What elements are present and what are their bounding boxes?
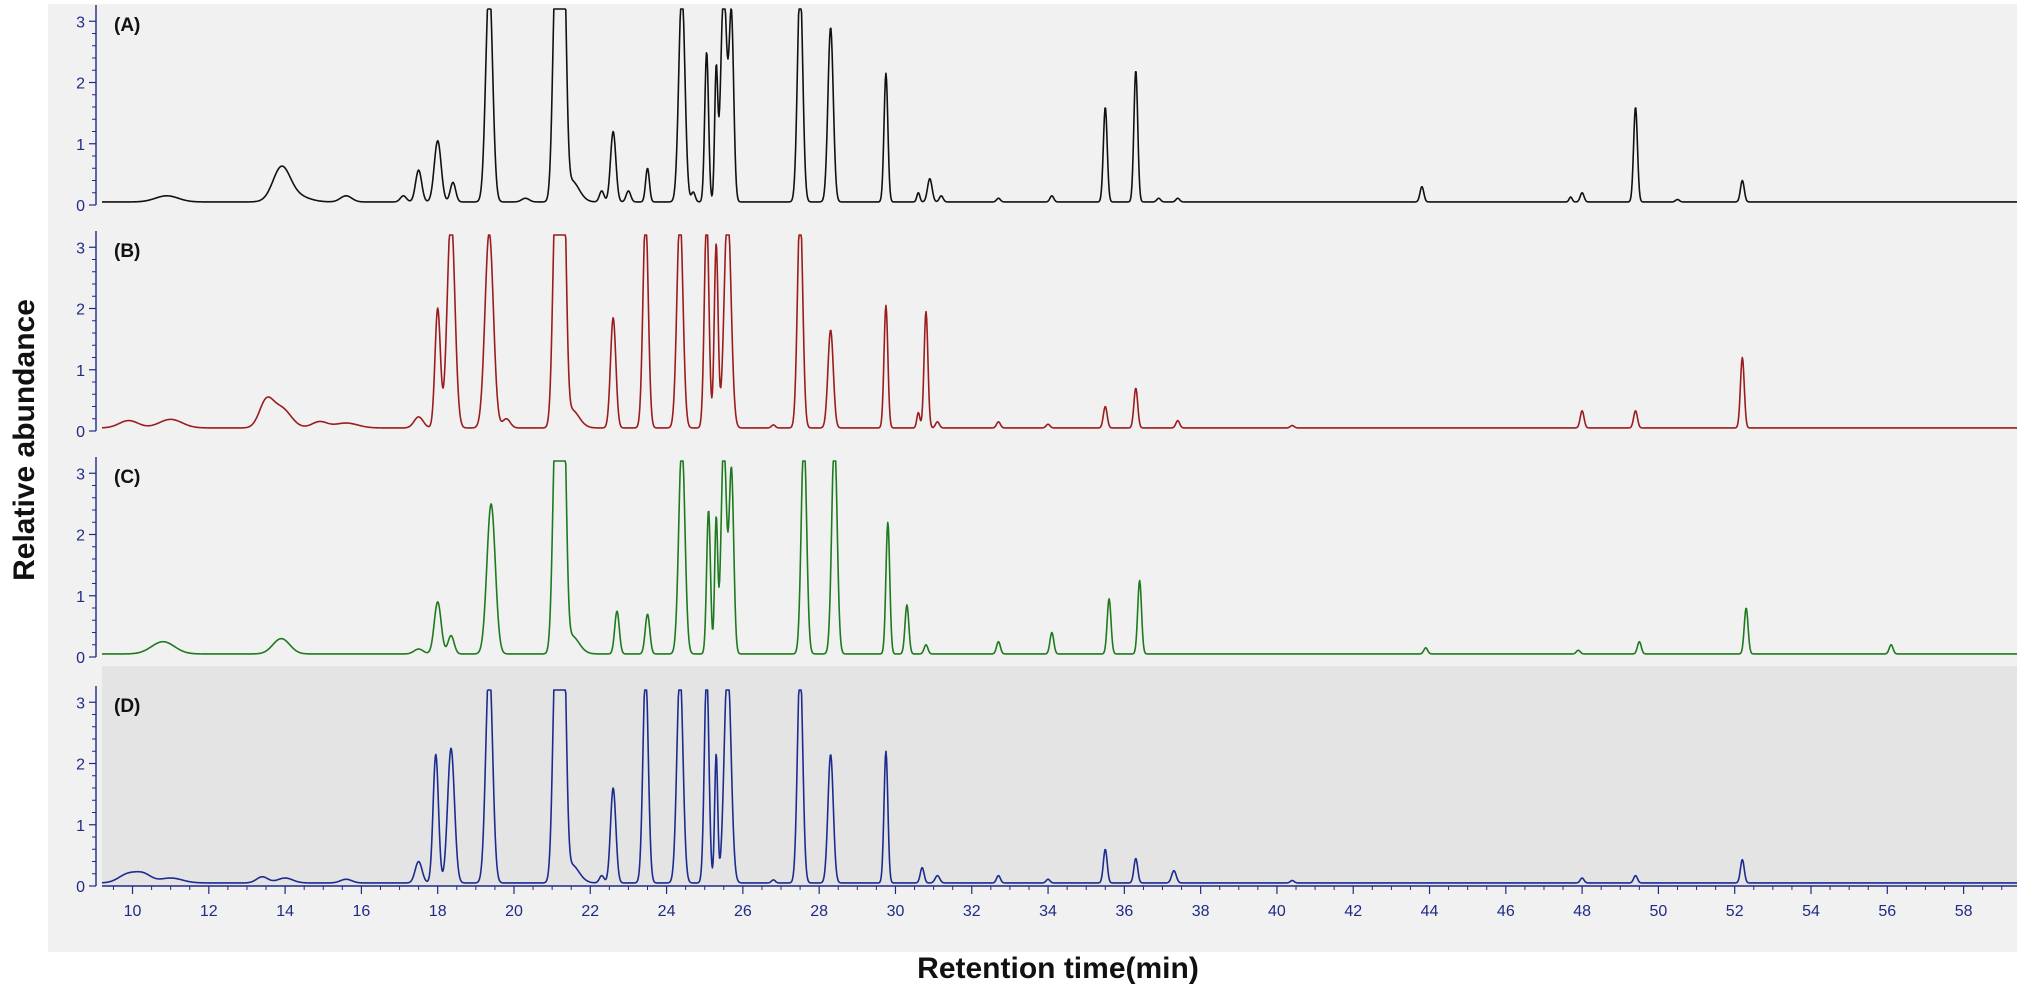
x-tick-label: 10 (124, 903, 142, 920)
panel-label: (A) (114, 15, 140, 36)
x-tick-label: 38 (1192, 903, 1210, 920)
x-tick-label: 54 (1802, 903, 1820, 920)
x-tick-label: 42 (1344, 903, 1362, 920)
x-tick-label: 16 (353, 903, 371, 920)
x-tick-label: 20 (505, 903, 523, 920)
series-trace (101, 234, 2017, 429)
panels: 0 1 2 3 (A) 0 1 2 3 (B) 0 1 2 3 (C) 0 1 2 3 (D) (76, 5, 2017, 896)
x-tick-label: 44 (1421, 903, 1439, 920)
y-tick-label: 1 (76, 363, 85, 380)
x-tick-label: 52 (1726, 903, 1744, 920)
y-tick-label: 2 (76, 757, 85, 774)
panel-3: 0 1 2 3 (C) (76, 457, 2017, 667)
y-axis-label: Relative abundance (8, 299, 41, 581)
x-tick-label: 34 (1039, 903, 1057, 920)
x-tick-label: 12 (200, 903, 218, 920)
y-tick-label: 3 (76, 240, 85, 257)
y-tick-label: 2 (76, 302, 85, 319)
y-tick-label: 0 (76, 879, 85, 896)
y-tick-label: 1 (76, 137, 85, 154)
x-tick-label: 26 (734, 903, 752, 920)
y-tick-label: 0 (76, 424, 85, 441)
x-axis-label: Retention time(min) (917, 952, 1199, 985)
series-trace (101, 689, 2017, 884)
y-tick-label: 1 (76, 818, 85, 835)
x-tick-label: 32 (963, 903, 981, 920)
x-tick-label: 24 (658, 903, 676, 920)
y-tick-label: 1 (76, 589, 85, 606)
x-tick-label: 46 (1497, 903, 1515, 920)
x-tick-label: 28 (810, 903, 828, 920)
panel-label: (D) (114, 696, 140, 717)
x-tick-label: 56 (1878, 903, 1896, 920)
y-tick-label: 0 (76, 650, 85, 667)
x-tick-label: 30 (887, 903, 905, 920)
x-tick-label: 36 (1115, 903, 1133, 920)
panel-4: 0 1 2 3 (D) (76, 686, 2017, 896)
x-tick-label: 18 (429, 903, 447, 920)
x-tick-label: 14 (276, 903, 294, 920)
series-trace (101, 460, 2017, 655)
panel-2: 0 1 2 3 (B) (76, 231, 2017, 441)
y-tick-label: 3 (76, 14, 85, 31)
panel-1: 0 1 2 3 (A) (76, 5, 2017, 215)
x-axis: 10 12 14 16 18 20 22 24 26 28 30 32 34 36 38 40 42 44 46 48… (102, 885, 2017, 920)
x-tick-label: 40 (1268, 903, 1286, 920)
y-tick-label: 3 (76, 466, 85, 483)
x-tick-label: 58 (1955, 903, 1973, 920)
panel-label: (B) (114, 241, 140, 262)
x-tick-label: 22 (581, 903, 599, 920)
series-trace (101, 8, 2017, 203)
y-tick-label: 2 (76, 528, 85, 545)
y-tick-label: 0 (76, 198, 85, 215)
panel-label: (C) (114, 467, 140, 488)
y-tick-label: 2 (76, 76, 85, 93)
x-tick-label: 48 (1573, 903, 1591, 920)
y-tick-label: 3 (76, 695, 85, 712)
x-tick-label: 50 (1650, 903, 1668, 920)
panel-d-background (102, 666, 2017, 886)
